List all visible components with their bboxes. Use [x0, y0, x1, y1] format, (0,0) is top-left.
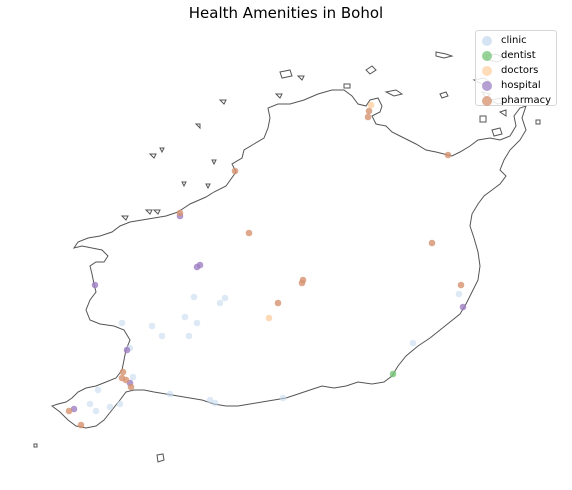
point-pharmacy — [176, 209, 184, 217]
point-pharmacy — [119, 368, 127, 376]
point-clinic — [221, 294, 229, 302]
point-hospital — [193, 263, 201, 271]
point-pharmacy — [231, 167, 239, 175]
point-clinic — [185, 332, 193, 340]
legend-item-pharmacy: pharmacy — [482, 93, 556, 108]
legend-label: dentist — [501, 50, 536, 61]
point-hospital — [459, 303, 467, 311]
point-pharmacy — [428, 239, 436, 247]
point-clinic — [92, 407, 100, 415]
point-clinic — [129, 373, 137, 381]
legend-item-hospital: hospital — [482, 78, 556, 93]
point-clinic — [190, 293, 198, 301]
legend-label: hospital — [501, 80, 541, 91]
bohol-coastline — [33, 51, 541, 463]
point-clinic — [94, 386, 102, 394]
point-clinic — [181, 313, 189, 321]
amenity-points — [65, 101, 467, 429]
legend-label: pharmacy — [501, 95, 552, 106]
point-clinic — [211, 399, 219, 407]
point-doctors — [265, 314, 273, 322]
legend-swatch — [482, 35, 492, 46]
point-clinic — [193, 319, 201, 327]
point-clinic — [216, 299, 224, 307]
legend-label: doctors — [501, 65, 539, 76]
legend-swatch — [482, 80, 492, 91]
point-pharmacy — [364, 113, 372, 121]
point-pharmacy — [65, 407, 73, 415]
point-hospital — [123, 346, 131, 354]
point-clinic — [116, 400, 124, 408]
point-hospital — [91, 281, 99, 289]
legend-swatch — [482, 95, 492, 106]
point-clinic — [166, 390, 174, 398]
point-clinic — [148, 322, 156, 330]
point-doctors — [367, 101, 375, 109]
point-pharmacy — [77, 421, 85, 429]
point-clinic — [279, 394, 287, 402]
point-dentist — [389, 370, 397, 378]
point-clinic — [118, 319, 126, 327]
point-clinic — [106, 403, 114, 411]
legend-label: clinic — [501, 35, 527, 46]
point-clinic — [86, 400, 94, 408]
point-clinic — [206, 396, 214, 404]
point-pharmacy — [298, 279, 306, 287]
legend-item-dentist: dentist — [482, 48, 556, 63]
point-clinic — [455, 290, 463, 298]
legend: clinic dentist doctors hospital pharmacy — [475, 30, 557, 106]
point-pharmacy — [122, 376, 130, 384]
point-pharmacy — [127, 383, 135, 391]
legend-item-doctors: doctors — [482, 63, 556, 78]
point-hospital — [70, 405, 78, 413]
point-pharmacy — [365, 107, 373, 115]
map-title: Health Amenities in Bohol — [188, 4, 384, 22]
point-pharmacy — [457, 281, 465, 289]
point-clinic — [158, 332, 166, 340]
legend-item-clinic: clinic — [482, 33, 556, 48]
point-pharmacy — [444, 151, 452, 159]
point-pharmacy — [245, 229, 253, 237]
legend-swatch — [482, 65, 492, 76]
legend-swatch — [482, 50, 492, 61]
point-pharmacy — [274, 299, 282, 307]
point-clinic — [409, 339, 417, 347]
